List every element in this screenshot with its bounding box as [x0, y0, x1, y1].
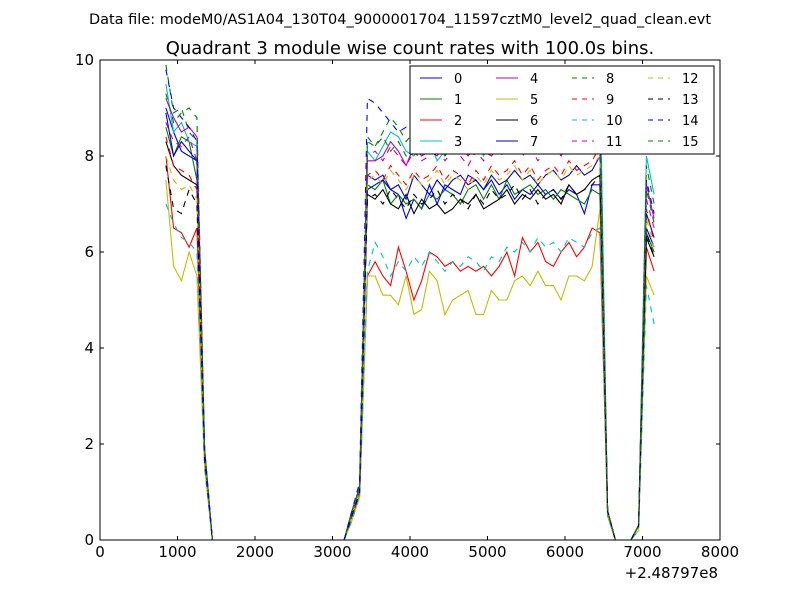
x-tick-label: 3000	[313, 543, 351, 561]
series-line-0	[165, 107, 655, 540]
legend-label-3: 3	[454, 135, 462, 150]
series-line-13	[165, 165, 655, 540]
x-tick-label: 7000	[623, 543, 661, 561]
series-line-2	[165, 155, 655, 540]
legend-label-15: 15	[682, 135, 699, 150]
x-tick-label: 8000	[701, 543, 739, 561]
x-tick-label: 0	[95, 543, 105, 561]
legend-label-10: 10	[606, 114, 623, 129]
legend-label-6: 6	[530, 114, 538, 129]
legend-label-13: 13	[682, 93, 699, 108]
legend-label-12: 12	[682, 72, 699, 87]
x-tick-label: 1000	[158, 543, 196, 561]
legend-label-0: 0	[454, 72, 462, 87]
suptitle: Data file: modeM0/AS1A04_130T04_90000017…	[89, 12, 711, 28]
series-line-9	[165, 136, 655, 540]
y-tick-label: 4	[84, 339, 94, 357]
legend-label-9: 9	[606, 93, 614, 108]
series-line-12	[165, 154, 655, 540]
y-tick-label: 2	[84, 435, 94, 453]
x-tick-label: 2000	[236, 543, 274, 561]
x-tick-label: 6000	[546, 543, 584, 561]
legend-label-14: 14	[682, 114, 699, 129]
series-line-5	[165, 179, 655, 540]
legend-label-7: 7	[530, 135, 538, 150]
x-tick-label: 4000	[391, 543, 429, 561]
x-tick-label: 5000	[468, 543, 506, 561]
x-offset-label: +2.48797e8	[625, 564, 718, 582]
series-line-4	[165, 98, 655, 540]
legend-label-2: 2	[454, 114, 462, 129]
legend-label-4: 4	[530, 72, 538, 87]
legend-label-5: 5	[530, 93, 538, 108]
chart-title: Quadrant 3 module wise count rates with …	[166, 38, 655, 59]
legend-label-1: 1	[454, 93, 462, 108]
y-tick-label: 0	[84, 531, 94, 549]
legend-label-8: 8	[606, 72, 614, 87]
y-tick-label: 10	[75, 51, 94, 69]
legend-box	[409, 65, 715, 155]
series-line-11	[165, 122, 655, 540]
series-line-1	[165, 127, 655, 540]
series-line-10	[165, 203, 655, 540]
series-line-15	[165, 93, 655, 540]
y-tick-label: 8	[84, 147, 94, 165]
legend-label-11: 11	[606, 135, 623, 150]
y-tick-label: 6	[84, 243, 94, 261]
